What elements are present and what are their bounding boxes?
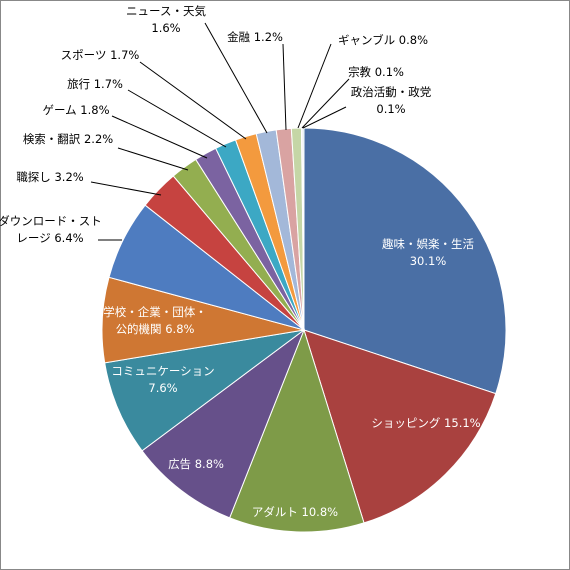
slice-label: 政治活動・政党 0.1% bbox=[351, 85, 432, 116]
slice-labels: 趣味・娯楽・生活 30.1% ショッピング 15.1% アダルト 10.8% 広告 8.… bbox=[0, 4, 481, 519]
slice-label: アダルト 10.8% bbox=[252, 505, 338, 519]
pie-slice bbox=[141, 328, 306, 519]
slice-label: ゲーム 1.8% bbox=[42, 103, 109, 117]
slice-label: 旅行 1.7% bbox=[67, 77, 123, 91]
slice-label: ニュース・天気 1.6% bbox=[126, 4, 206, 35]
slice-label: 検索・翻訳 2.2% bbox=[23, 132, 113, 146]
leader-line bbox=[90, 181, 162, 196]
slice-label-line: コミュニケーション bbox=[111, 364, 214, 378]
leader-lines bbox=[90, 22, 350, 241]
slice-label: スポーツ 1.7% bbox=[61, 48, 140, 62]
slice-label-line: 30.1% bbox=[410, 254, 447, 268]
slice-label: ダウンロード・ストレージ 6.4% bbox=[0, 214, 102, 245]
slice-label-line: 広告 8.8% bbox=[168, 457, 224, 471]
slice-label-line: 公的機関 6.8% bbox=[116, 322, 195, 336]
pie-slice bbox=[303, 127, 507, 395]
slice-label: 職探し 3.2% bbox=[16, 170, 83, 184]
leader-line bbox=[301, 78, 350, 129]
slice-label: 学校・企業・団体・公的機関 6.8% bbox=[103, 305, 207, 336]
leader-line bbox=[282, 43, 287, 131]
slice-label-line: アダルト 10.8% bbox=[252, 505, 338, 519]
slice-label: 趣味・娯楽・生活 30.1% bbox=[382, 237, 474, 268]
slice-label-line: スポーツ 1.7% bbox=[61, 48, 140, 62]
slice-label-line: 政治活動・政党 bbox=[351, 85, 432, 99]
pie-slice bbox=[104, 329, 305, 452]
pie-slices bbox=[101, 127, 507, 533]
slice-label-line: 旅行 1.7% bbox=[67, 77, 123, 91]
slice-label-line: 宗教 0.1% bbox=[348, 65, 404, 79]
leader-line bbox=[127, 89, 227, 148]
slice-label: ギャンブル 0.8% bbox=[338, 33, 428, 47]
slice-label-line: ゲーム 1.8% bbox=[42, 103, 109, 117]
slice-label-line: 7.6% bbox=[148, 381, 177, 395]
leader-line bbox=[117, 147, 189, 171]
slice-label-line: 1.6% bbox=[151, 21, 180, 35]
slice-label-line: レージ 6.4% bbox=[16, 231, 83, 245]
slice-label: 広告 8.8% bbox=[168, 457, 224, 471]
pie-slice bbox=[303, 329, 497, 524]
slice-label-line: 学校・企業・団体・ bbox=[103, 305, 207, 319]
slice-label-line: ダウンロード・スト bbox=[0, 214, 102, 228]
slice-label-line: 趣味・娯楽・生活 bbox=[382, 237, 474, 251]
slice-label-line: 検索・翻訳 2.2% bbox=[23, 132, 113, 146]
slice-label-line: 職探し 3.2% bbox=[16, 170, 83, 184]
leader-line bbox=[139, 61, 247, 140]
leader-line bbox=[297, 43, 332, 129]
slice-label: 金融 1.2% bbox=[227, 30, 283, 44]
leader-line bbox=[111, 115, 208, 159]
slice-label: コミュニケーション 7.6% bbox=[111, 364, 214, 395]
slice-label-line: ギャンブル 0.8% bbox=[338, 33, 428, 47]
pie-slice bbox=[228, 328, 365, 533]
slice-label-line: ショッピング 15.1% bbox=[371, 416, 480, 430]
leader-line bbox=[302, 106, 347, 129]
slice-label-line: 金融 1.2% bbox=[227, 30, 283, 44]
leader-line bbox=[204, 22, 268, 134]
slice-label: ショッピング 15.1% bbox=[371, 416, 480, 430]
slice-label-line: 0.1% bbox=[376, 102, 405, 116]
slice-label: 宗教 0.1% bbox=[348, 65, 404, 79]
slice-label-line: ニュース・天気 bbox=[126, 4, 206, 18]
